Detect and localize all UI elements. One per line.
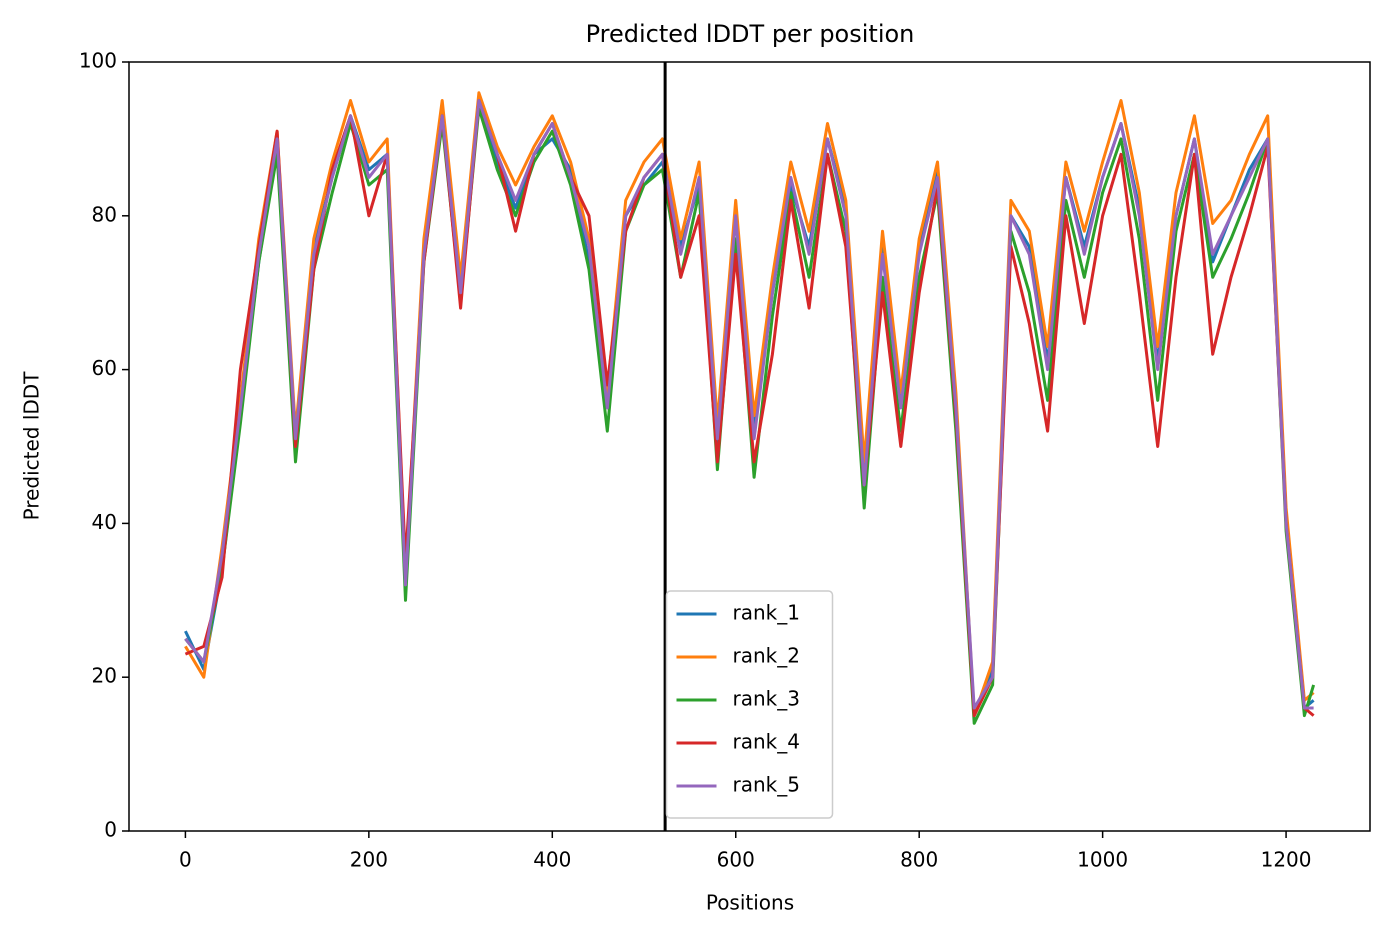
legend-label: rank_2 bbox=[733, 644, 800, 668]
y-tick-label: 40 bbox=[92, 510, 117, 534]
series-line bbox=[184, 99, 1314, 710]
legend: rank_1 rank_2 rank_3 rank_4 rank_5 bbox=[665, 590, 834, 819]
x-tick-label: 600 bbox=[717, 848, 755, 872]
x-tick-label: 0 bbox=[179, 848, 192, 872]
y-tick-label: 60 bbox=[92, 356, 117, 380]
x-tick-label: 1200 bbox=[1261, 848, 1312, 872]
x-tick-label: 800 bbox=[900, 848, 938, 872]
legend-label: rank_1 bbox=[733, 601, 800, 625]
legend-box bbox=[665, 590, 834, 819]
legend-label: rank_3 bbox=[733, 687, 800, 711]
series-line bbox=[184, 106, 1316, 725]
chart-title: Predicted lDDT per position bbox=[586, 20, 915, 48]
y-tick-label: 20 bbox=[92, 664, 117, 688]
y-axis-label: Predicted lDDT bbox=[20, 371, 44, 521]
y-tick-label: 80 bbox=[92, 202, 117, 226]
legend-label: rank_5 bbox=[733, 773, 800, 797]
y-tick-label: 100 bbox=[79, 49, 117, 73]
x-axis-label: Positions bbox=[706, 891, 794, 915]
y-tick-label: 0 bbox=[104, 818, 117, 842]
series-line bbox=[184, 91, 1315, 718]
series-line bbox=[184, 99, 1315, 718]
x-tick-label: 400 bbox=[533, 848, 571, 872]
legend-label: rank_4 bbox=[733, 730, 800, 754]
plot-frame bbox=[128, 61, 1371, 832]
x-tick-label: 1000 bbox=[1077, 848, 1128, 872]
x-tick-label: 200 bbox=[350, 848, 388, 872]
